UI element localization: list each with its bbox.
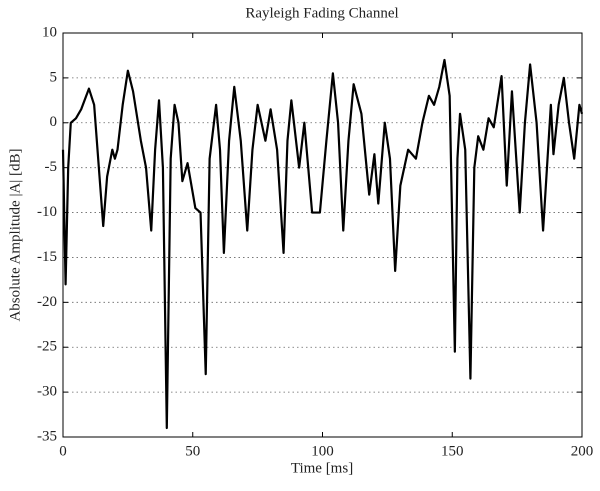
y-tick-label: -15 [37,249,57,265]
line-series [61,58,584,430]
y-tick-label: -30 [37,384,57,400]
x-tick-label: 0 [59,443,67,459]
chart-title: Rayleigh Fading Channel [245,5,398,21]
plot-frame [62,32,583,438]
y-tick-label: -5 [45,159,58,175]
y-tick-label: -20 [37,294,57,310]
x-tick-label: 100 [311,443,334,459]
y-axis-label: Absolute Amplitude |A| [dB] [7,148,23,321]
y-tick-label: 0 [50,114,58,130]
x-axis-label: Time [ms] [291,460,353,476]
y-tick-label: -25 [37,339,57,355]
y-tick-label: 10 [42,24,57,40]
x-tick-label: 50 [185,443,200,459]
y-tick-label: -10 [37,204,57,220]
y-tick-label: -35 [37,428,57,444]
x-tick-label: 150 [441,443,464,459]
x-tick-label: 200 [571,443,594,459]
y-tick-label: 5 [50,69,58,85]
